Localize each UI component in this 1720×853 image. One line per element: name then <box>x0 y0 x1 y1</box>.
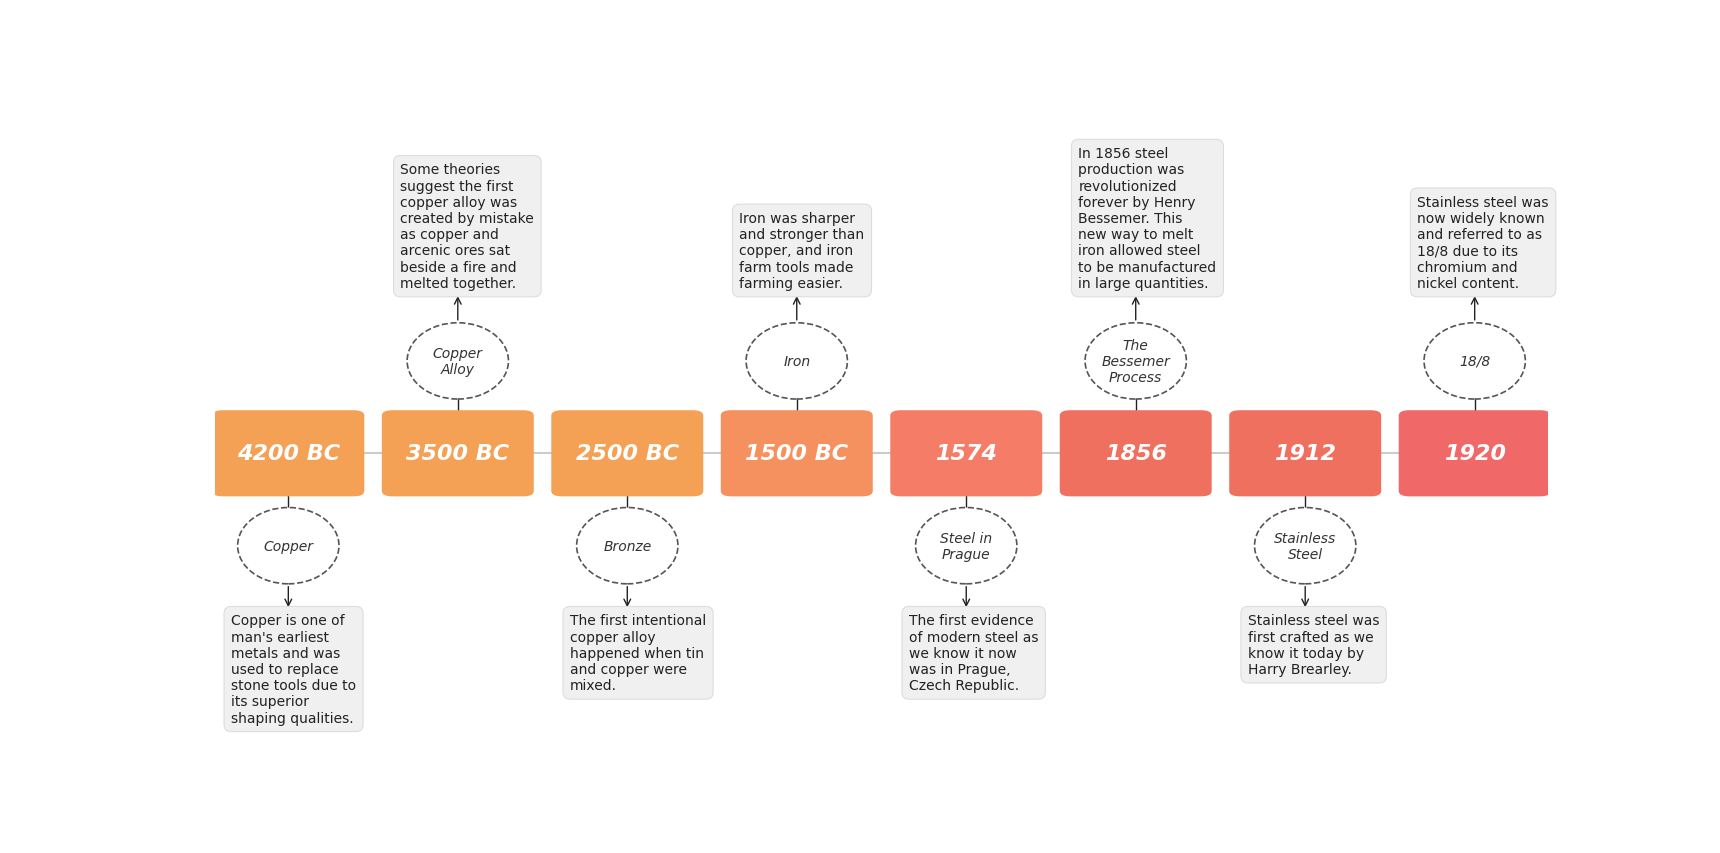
Text: 2500 BC: 2500 BC <box>576 444 679 464</box>
Ellipse shape <box>1254 508 1355 584</box>
Text: Iron: Iron <box>783 355 810 368</box>
Ellipse shape <box>576 508 678 584</box>
Ellipse shape <box>237 508 339 584</box>
Ellipse shape <box>746 323 848 399</box>
Ellipse shape <box>915 508 1017 584</box>
FancyBboxPatch shape <box>1398 411 1551 496</box>
Text: Stainless steel was
first crafted as we
know it today by
Harry Brearley.: Stainless steel was first crafted as we … <box>1249 613 1379 676</box>
Text: 18/8: 18/8 <box>1459 355 1490 368</box>
Text: Copper
Alloy: Copper Alloy <box>433 346 483 376</box>
FancyBboxPatch shape <box>212 411 365 496</box>
Text: Steel in
Prague: Steel in Prague <box>941 531 992 561</box>
Text: 4200 BC: 4200 BC <box>237 444 341 464</box>
Text: 3500 BC: 3500 BC <box>406 444 509 464</box>
FancyBboxPatch shape <box>721 411 872 496</box>
Text: Stainless steel was
now widely known
and referred to as
18/8 due to its
chromium: Stainless steel was now widely known and… <box>1417 195 1550 291</box>
Ellipse shape <box>1085 323 1187 399</box>
Text: The first evidence
of modern steel as
we know it now
was in Prague,
Czech Republ: The first evidence of modern steel as we… <box>908 613 1039 693</box>
Text: 1500 BC: 1500 BC <box>745 444 848 464</box>
FancyBboxPatch shape <box>1230 411 1381 496</box>
Text: Iron was sharper
and stronger than
copper, and iron
farm tools made
farming easi: Iron was sharper and stronger than coppe… <box>740 212 865 291</box>
Text: The
Bessemer
Process: The Bessemer Process <box>1101 339 1170 385</box>
FancyBboxPatch shape <box>382 411 533 496</box>
FancyBboxPatch shape <box>891 411 1042 496</box>
Text: Stainless
Steel: Stainless Steel <box>1275 531 1336 561</box>
Text: The first intentional
copper alloy
happened when tin
and copper were
mixed.: The first intentional copper alloy happe… <box>569 613 707 693</box>
FancyBboxPatch shape <box>552 411 703 496</box>
Text: 1856: 1856 <box>1104 444 1166 464</box>
Text: Copper is one of
man's earliest
metals and was
used to replace
stone tools due t: Copper is one of man's earliest metals a… <box>230 613 356 725</box>
Text: Some theories
suggest the first
copper alloy was
created by mistake
as copper an: Some theories suggest the first copper a… <box>401 163 535 291</box>
Text: 1574: 1574 <box>936 444 998 464</box>
FancyBboxPatch shape <box>1060 411 1211 496</box>
Text: 1920: 1920 <box>1443 444 1505 464</box>
Text: In 1856 steel
production was
revolutionized
forever by Henry
Bessemer. This
new : In 1856 steel production was revolutioni… <box>1078 147 1216 291</box>
Ellipse shape <box>408 323 509 399</box>
Text: Bronze: Bronze <box>604 539 652 553</box>
Text: Copper: Copper <box>263 539 313 553</box>
Text: 1912: 1912 <box>1275 444 1336 464</box>
Ellipse shape <box>1424 323 1526 399</box>
